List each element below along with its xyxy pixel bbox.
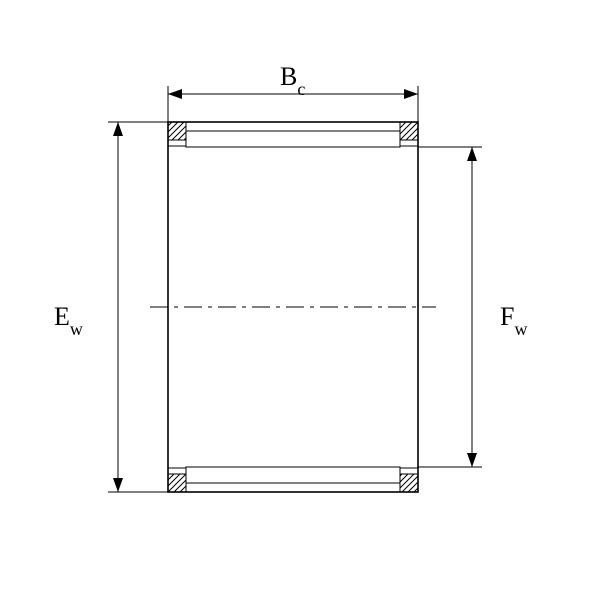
- label-bc-sub: c: [297, 79, 305, 99]
- label-fw: Fw: [500, 302, 527, 336]
- label-fw-main: F: [500, 302, 514, 331]
- label-fw-sub: w: [514, 319, 527, 339]
- label-ew-main: E: [54, 302, 70, 331]
- label-ew: Ew: [54, 302, 83, 336]
- label-ew-sub: w: [70, 319, 83, 339]
- label-bc-main: B: [280, 62, 297, 91]
- label-bc: Bc: [280, 62, 305, 96]
